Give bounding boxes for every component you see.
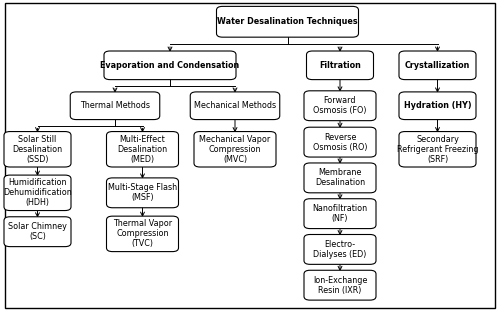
Text: Multi-Effect
Desalination
(MED): Multi-Effect Desalination (MED)	[118, 135, 168, 164]
Text: Ion-Exchange
Resin (IXR): Ion-Exchange Resin (IXR)	[313, 276, 367, 295]
FancyBboxPatch shape	[4, 132, 71, 167]
FancyBboxPatch shape	[104, 51, 236, 80]
FancyBboxPatch shape	[190, 92, 280, 119]
FancyBboxPatch shape	[399, 92, 476, 119]
Text: Solar Still
Desalination
(SSD): Solar Still Desalination (SSD)	[12, 135, 62, 164]
FancyBboxPatch shape	[4, 175, 71, 211]
FancyBboxPatch shape	[399, 132, 476, 167]
FancyBboxPatch shape	[216, 6, 358, 37]
Text: Crystallization: Crystallization	[405, 61, 470, 70]
FancyBboxPatch shape	[304, 91, 376, 121]
Text: Secondary
Refrigerant Freezing
(SRF): Secondary Refrigerant Freezing (SRF)	[397, 135, 478, 164]
FancyBboxPatch shape	[399, 51, 476, 80]
Text: Solar Chimney
(SC): Solar Chimney (SC)	[8, 222, 67, 241]
Text: Nanofiltration
(NF): Nanofiltration (NF)	[312, 204, 368, 223]
FancyBboxPatch shape	[306, 51, 374, 80]
FancyBboxPatch shape	[4, 217, 71, 247]
FancyBboxPatch shape	[106, 216, 178, 252]
Text: Reverse
Osmosis (RO): Reverse Osmosis (RO)	[313, 132, 367, 152]
Text: Humidification
Dehumidification
(HDH): Humidification Dehumidification (HDH)	[3, 178, 72, 207]
Text: Multi-Stage Flash
(MSF): Multi-Stage Flash (MSF)	[108, 183, 177, 202]
FancyBboxPatch shape	[194, 132, 276, 167]
Text: Evaporation and Condensation: Evaporation and Condensation	[100, 61, 239, 70]
Text: Thermal Methods: Thermal Methods	[80, 101, 150, 110]
FancyBboxPatch shape	[304, 199, 376, 229]
Text: Membrane
Desalination: Membrane Desalination	[315, 168, 365, 188]
Text: Forward
Osmosis (FO): Forward Osmosis (FO)	[313, 96, 367, 115]
FancyBboxPatch shape	[304, 270, 376, 300]
Text: Thermal Vapor
Compression
(TVC): Thermal Vapor Compression (TVC)	[113, 219, 172, 248]
FancyBboxPatch shape	[304, 127, 376, 157]
Text: Mechanical Methods: Mechanical Methods	[194, 101, 276, 110]
Text: Hydration (HY): Hydration (HY)	[404, 101, 471, 110]
FancyBboxPatch shape	[106, 132, 178, 167]
FancyBboxPatch shape	[304, 163, 376, 193]
FancyBboxPatch shape	[106, 178, 178, 208]
Text: Electro-
Dialyses (ED): Electro- Dialyses (ED)	[314, 240, 366, 259]
FancyBboxPatch shape	[70, 92, 160, 119]
FancyBboxPatch shape	[304, 234, 376, 264]
Text: Filtration: Filtration	[319, 61, 361, 70]
Text: Water Desalination Techniques: Water Desalination Techniques	[217, 17, 358, 26]
Text: Mechanical Vapor
Compression
(MVC): Mechanical Vapor Compression (MVC)	[200, 135, 270, 164]
